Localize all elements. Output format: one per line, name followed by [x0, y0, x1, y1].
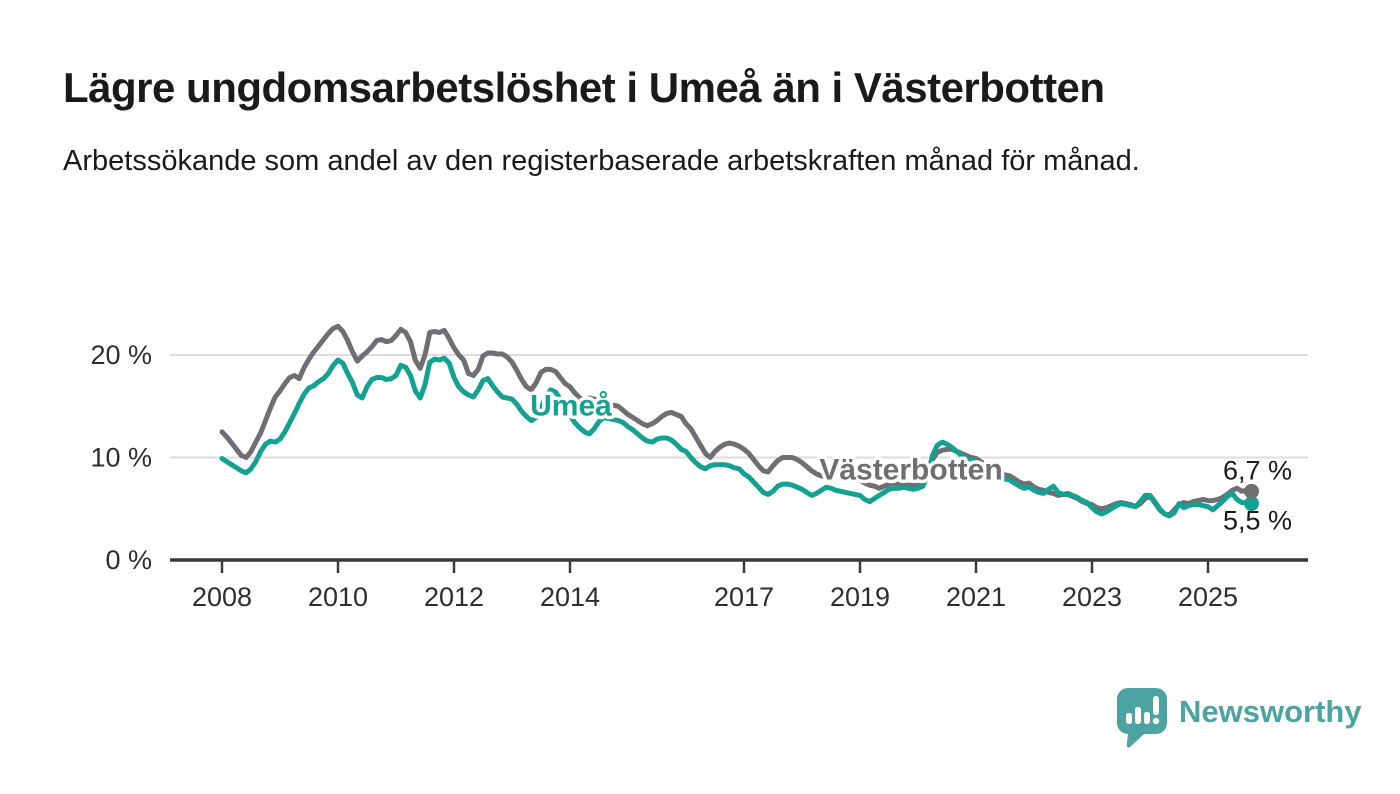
umeå-end-value-label: 5,5 % — [1223, 506, 1292, 536]
x-tick-label: 2025 — [1178, 582, 1238, 612]
västerbotten-end-value-label: 6,7 % — [1223, 455, 1292, 485]
newsworthy-logo-icon — [1117, 688, 1167, 748]
y-tick-label: 0 % — [105, 545, 152, 575]
umeå-line — [219, 355, 1254, 519]
logo-bar-1 — [1126, 713, 1132, 724]
x-tick-label: 2014 — [540, 582, 600, 612]
x-tick-label: 2017 — [714, 582, 774, 612]
x-tick-label: 2008 — [192, 582, 252, 612]
västerbotten-series-label: Västerbotten — [819, 454, 1002, 487]
x-tick-label: 2012 — [424, 582, 484, 612]
logo-bar-2 — [1135, 707, 1141, 724]
logo-bar-3 — [1144, 712, 1150, 724]
page-title: Lägre ungdomsarbetslöshet i Umeå än i Vä… — [63, 64, 1105, 111]
logo-exclamation-bar — [1153, 696, 1159, 715]
chart-subtitle: Arbetssökande som andel av den registerb… — [63, 145, 1140, 178]
umeå-end-dot — [1244, 496, 1259, 512]
x-tick-label: 2019 — [830, 582, 890, 612]
logo-bubble — [1117, 688, 1167, 748]
x-tick-label: 2023 — [1062, 582, 1122, 612]
västerbotten-end-dot — [1244, 483, 1259, 499]
brand-name: Newsworthy — [1179, 694, 1362, 729]
brand-footer[interactable]: Newsworthy — [1117, 688, 1362, 748]
x-tick-label: 2021 — [946, 582, 1006, 612]
umeå-series-label: Umeå — [530, 390, 612, 423]
y-tick-label: 10 % — [90, 443, 152, 473]
y-tick-label: 20 % — [90, 340, 152, 370]
logo-exclamation-dot — [1152, 717, 1160, 725]
chart-header: Lägre ungdomsarbetslöshet i Umeå än i Vä… — [63, 64, 1353, 183]
x-tick-label: 2010 — [308, 582, 368, 612]
